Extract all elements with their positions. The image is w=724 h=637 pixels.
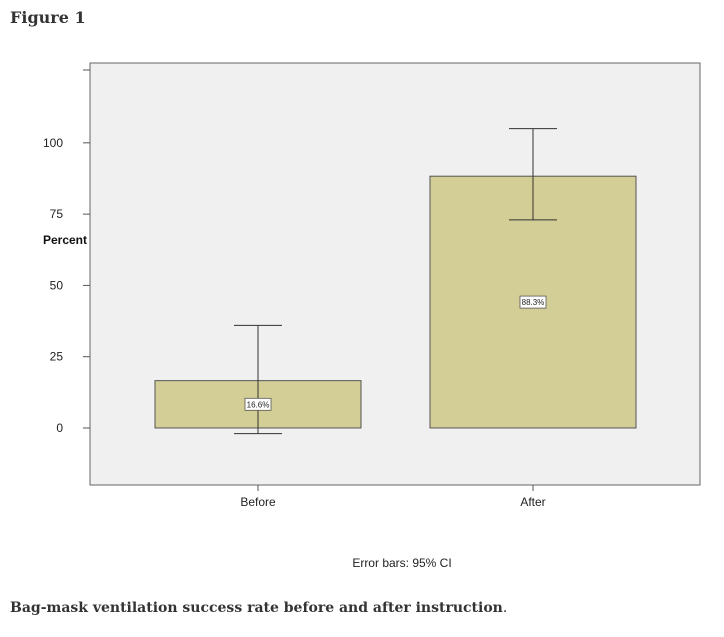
y-tick-label: 0 xyxy=(56,421,63,435)
y-tick-label: 50 xyxy=(50,278,64,292)
y-tick-label: 25 xyxy=(50,350,64,364)
data-label: 16.6% xyxy=(247,400,270,409)
y-tick-label: 75 xyxy=(50,207,64,221)
data-label: 88.3% xyxy=(522,298,545,307)
error-bars-note: Error bars: 95% CI xyxy=(352,556,452,570)
x-tick-label: Before xyxy=(240,495,276,509)
caption-period: . xyxy=(502,600,508,616)
figure-label: Figure 1 xyxy=(10,8,86,27)
x-tick-label: After xyxy=(520,495,545,509)
data-label-box xyxy=(244,397,272,411)
caption-text: Bag-mask ventilation success rate before… xyxy=(10,600,503,616)
y-axis-label: Percent xyxy=(43,233,87,247)
figure-caption: Bag-mask ventilation success rate before… xyxy=(10,600,507,616)
y-tick-label: 100 xyxy=(43,136,63,150)
data-label-box xyxy=(519,295,547,309)
